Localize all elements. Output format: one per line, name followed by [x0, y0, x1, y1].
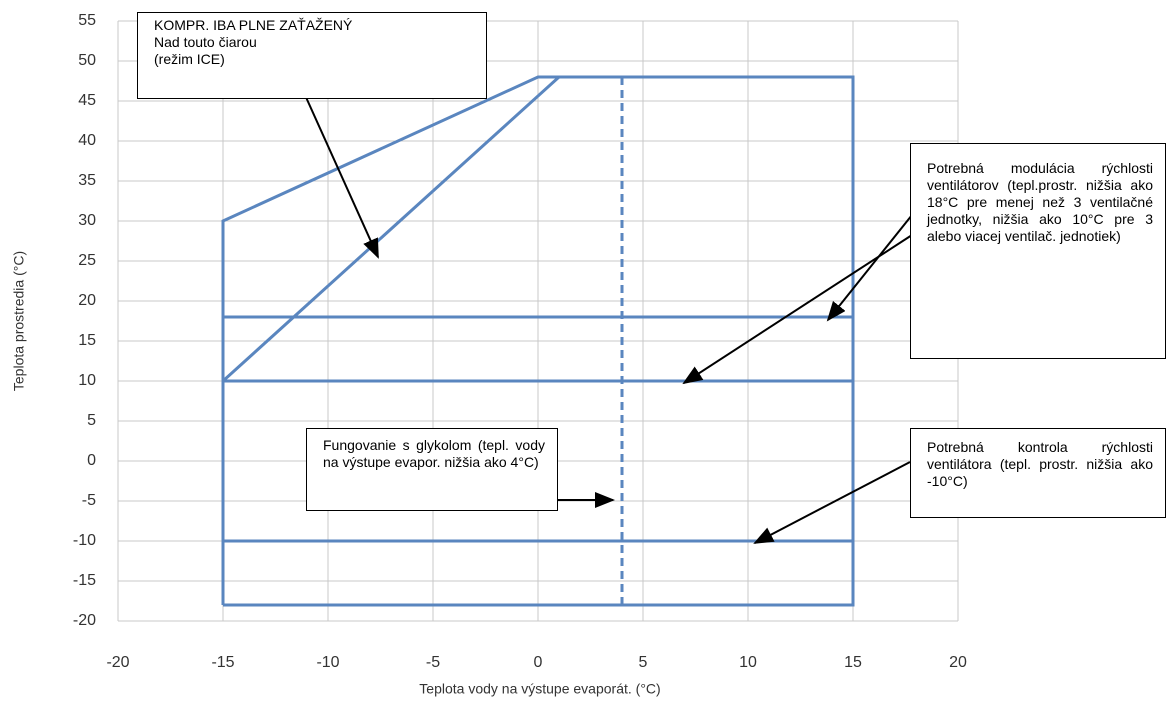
series-line — [221, 75, 855, 607]
annotation-box: Potrebná kontrola rýchlosti ventilátora … — [910, 428, 1166, 518]
x-tick-label: 15 — [844, 654, 862, 671]
y-tick-label: 20 — [78, 292, 96, 309]
y-tick-label: 50 — [78, 52, 96, 69]
series-line — [221, 75, 561, 383]
y-tick-label: 35 — [78, 172, 96, 189]
y-tick-label: 40 — [78, 132, 96, 149]
arrow — [753, 461, 911, 544]
arrow — [682, 234, 913, 385]
x-tick-label: -15 — [211, 654, 234, 671]
y-tick-label: -20 — [73, 612, 96, 629]
arrows — [304, 94, 913, 544]
y-tick-label: 55 — [78, 12, 96, 29]
y-axis-label: Teplota prostredia (°C) — [11, 251, 27, 391]
x-tick-label: -10 — [316, 654, 339, 671]
arrow — [304, 94, 379, 259]
y-tick-label: -15 — [73, 572, 96, 589]
annotation-box: Fungovanie s glykolom (tepl. vody na výs… — [306, 428, 558, 511]
arrow — [826, 214, 913, 322]
annotation-box: Potrebná modulácia rýchlosti ventilátoro… — [910, 143, 1166, 359]
y-tick-label: 15 — [78, 332, 96, 349]
x-tick-label: 0 — [534, 654, 543, 671]
x-tick-label: 20 — [949, 654, 967, 671]
y-tick-label: 30 — [78, 212, 96, 229]
y-tick-label: 10 — [78, 372, 96, 389]
x-tick-label: 5 — [639, 654, 648, 671]
annotation-line: (režim ICE) — [154, 51, 225, 67]
x-tick-label: -5 — [426, 654, 440, 671]
annotation-box: KOMPR. IBA PLNE ZAŤAŽENÝ Nad touto čiaro… — [137, 12, 487, 99]
y-tick-label: 0 — [87, 452, 96, 469]
y-tick-label: 5 — [87, 412, 96, 429]
annotation-line: Nad touto čiarou — [154, 34, 257, 50]
x-tick-label: 10 — [739, 654, 757, 671]
x-axis-label: Teplota vody na výstupe evaporát. (°C) — [419, 681, 660, 697]
y-tick-label: -5 — [82, 492, 96, 509]
annotation-line: KOMPR. IBA PLNE ZAŤAŽENÝ — [154, 17, 353, 33]
y-tick-label: -10 — [73, 532, 96, 549]
x-tick-label: -20 — [106, 654, 129, 671]
y-tick-label: 25 — [78, 252, 96, 269]
y-tick-label: 45 — [78, 92, 96, 109]
